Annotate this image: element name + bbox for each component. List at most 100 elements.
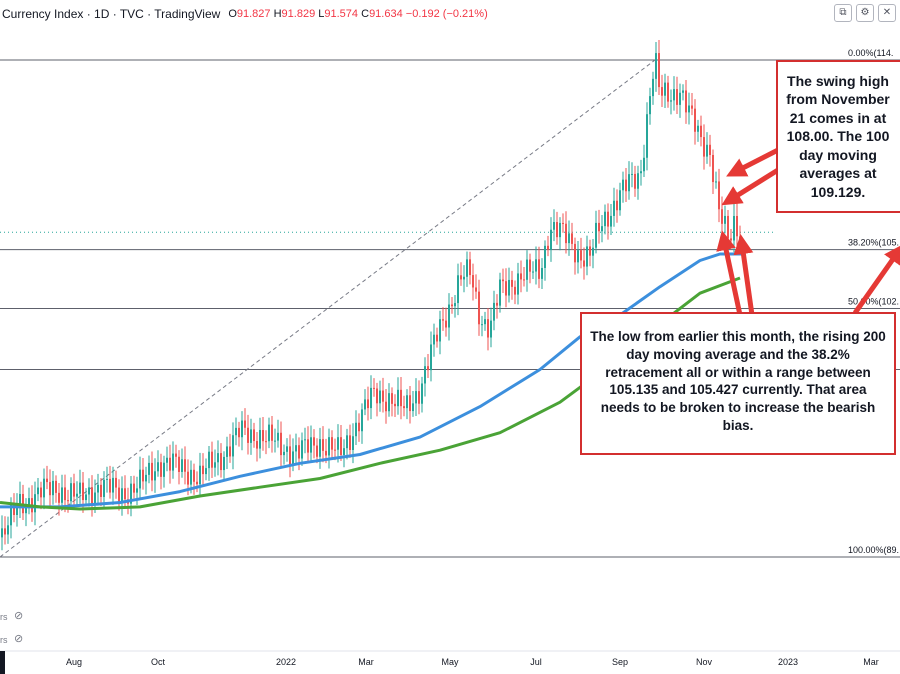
candle-body bbox=[586, 246, 588, 267]
header-icons: ⧉ ⚙ ✕ bbox=[834, 4, 896, 22]
candle-body bbox=[331, 437, 333, 450]
candle-body bbox=[136, 488, 138, 493]
candle-body bbox=[490, 320, 492, 338]
candle-body bbox=[535, 259, 537, 272]
candle-body bbox=[328, 437, 330, 456]
candle-body bbox=[718, 181, 720, 210]
candle-body bbox=[208, 451, 210, 469]
candle-body bbox=[709, 144, 711, 155]
candle-body bbox=[181, 459, 183, 472]
candle-body bbox=[151, 462, 153, 481]
candle-body bbox=[403, 406, 405, 409]
candle-body bbox=[559, 222, 561, 238]
candle-body bbox=[217, 453, 219, 463]
candle-body bbox=[154, 471, 156, 481]
candle-body bbox=[289, 446, 291, 465]
candle-body bbox=[19, 493, 21, 507]
candle-body bbox=[43, 478, 45, 498]
candle-body bbox=[727, 215, 729, 239]
annotation-arrows bbox=[716, 147, 900, 316]
candle-body bbox=[271, 424, 273, 441]
candle-body bbox=[655, 53, 657, 79]
candle-body bbox=[187, 471, 189, 485]
candle-body bbox=[595, 222, 597, 248]
candle-body bbox=[514, 286, 516, 295]
candle-body bbox=[373, 387, 375, 389]
candle-body bbox=[460, 275, 462, 280]
candle-body bbox=[256, 441, 258, 449]
candle-body bbox=[532, 271, 534, 273]
candle-body bbox=[394, 403, 396, 407]
maximize-icon[interactable]: ⧉ bbox=[834, 4, 852, 22]
candle-body bbox=[295, 445, 297, 452]
corner-marker bbox=[0, 651, 5, 674]
settings-icon[interactable]: ⚙ bbox=[856, 4, 874, 22]
candle-body bbox=[73, 483, 75, 497]
candle-body bbox=[628, 174, 630, 192]
candle-body bbox=[583, 260, 585, 267]
candle-body bbox=[607, 211, 609, 227]
candle-body bbox=[118, 487, 120, 503]
candle-body bbox=[511, 279, 513, 287]
candle-body bbox=[307, 439, 309, 453]
candle-body bbox=[205, 468, 207, 475]
candle-body bbox=[109, 478, 111, 493]
candle-body bbox=[70, 483, 72, 502]
candle-body bbox=[481, 324, 483, 326]
candle-body bbox=[547, 245, 549, 250]
eye-hidden-icon[interactable]: ⊘ bbox=[14, 633, 24, 645]
moving-average-line bbox=[0, 252, 745, 509]
candle-body bbox=[211, 451, 213, 468]
candle-body bbox=[115, 477, 117, 488]
candle-body bbox=[49, 482, 51, 496]
candle-body bbox=[625, 179, 627, 192]
candle-body bbox=[196, 481, 198, 485]
candle-body bbox=[34, 494, 36, 513]
candle-body bbox=[391, 393, 393, 404]
candle-body bbox=[724, 215, 726, 224]
candle-body bbox=[730, 238, 732, 241]
candle-body bbox=[235, 427, 237, 436]
candle-body bbox=[556, 222, 558, 238]
candle-body bbox=[55, 480, 57, 493]
candle-body bbox=[739, 236, 741, 241]
candle-body bbox=[76, 493, 78, 497]
candle-body bbox=[142, 469, 144, 482]
close-icon[interactable]: ✕ bbox=[878, 4, 896, 22]
candle-body bbox=[310, 437, 312, 453]
candle-body bbox=[424, 366, 426, 384]
candle-body bbox=[676, 89, 678, 105]
candle-body bbox=[430, 344, 432, 371]
candle-body bbox=[346, 435, 348, 449]
candle-body bbox=[616, 200, 618, 211]
annotation-arrow bbox=[726, 147, 780, 177]
candle-body bbox=[472, 275, 474, 288]
candle-body bbox=[268, 424, 270, 442]
candle-body bbox=[247, 427, 249, 443]
candle-body bbox=[175, 453, 177, 457]
candle-body bbox=[160, 462, 162, 477]
candle-body bbox=[574, 243, 576, 263]
x-tick-label: Jul bbox=[530, 657, 542, 667]
candle-body bbox=[244, 420, 246, 428]
candle-body bbox=[613, 200, 615, 216]
close-value: 91.634 bbox=[369, 8, 403, 20]
candle-body bbox=[469, 259, 471, 276]
candle-body bbox=[349, 435, 351, 450]
candle-body bbox=[301, 440, 303, 459]
candle-body bbox=[499, 279, 501, 306]
symbol-title: Currency Index · 1D · TVC · TradingView bbox=[2, 7, 221, 21]
candle-body bbox=[79, 482, 81, 494]
candle-body bbox=[100, 484, 102, 497]
swing-high-callout: The swing high from November 21 comes in… bbox=[776, 60, 900, 213]
candle-body bbox=[442, 319, 444, 321]
candle-body bbox=[406, 395, 408, 409]
candle-body bbox=[178, 456, 180, 472]
candle-body bbox=[436, 334, 438, 342]
eye-hidden-icon[interactable]: ⊘ bbox=[14, 610, 24, 622]
candle-body bbox=[7, 525, 9, 535]
candle-body bbox=[277, 432, 279, 441]
candle-body bbox=[376, 388, 378, 404]
candle-body bbox=[517, 273, 519, 295]
candle-body bbox=[694, 108, 696, 132]
